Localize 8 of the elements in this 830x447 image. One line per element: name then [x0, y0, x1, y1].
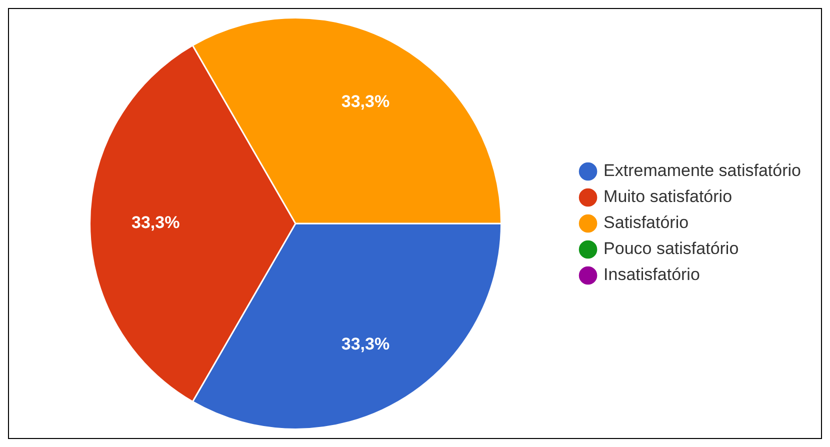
legend-label: Muito satisfatório [604, 187, 732, 206]
data-label: 33,3% [132, 213, 180, 232]
data-label: 33,3% [341, 334, 390, 354]
legend-label: Satisfatório [604, 213, 689, 232]
legend-label: Extremamente satisfatório [604, 161, 801, 180]
legend-label: Insatisfatório [604, 265, 700, 284]
data-label: 33,3% [341, 92, 390, 112]
legend-label: Pouco satisfatório [604, 239, 739, 258]
